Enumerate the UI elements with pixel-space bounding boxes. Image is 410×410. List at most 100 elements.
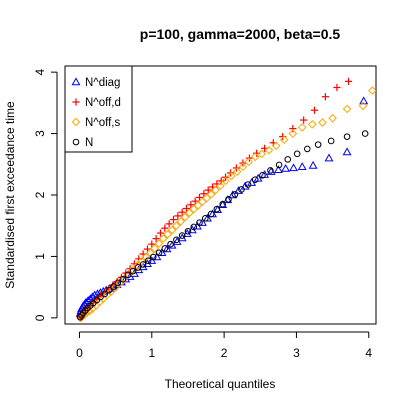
data-point — [321, 93, 329, 101]
data-point — [308, 120, 317, 129]
data-point — [218, 200, 228, 209]
data-point — [152, 252, 162, 261]
data-point — [173, 236, 180, 244]
data-point — [124, 271, 132, 279]
data-point — [234, 186, 244, 194]
data-point — [150, 244, 159, 253]
data-point — [279, 135, 289, 145]
data-point — [156, 229, 165, 237]
data-point — [162, 244, 172, 253]
data-point — [178, 232, 186, 239]
y-tick-label: 4 — [33, 68, 47, 75]
data-point — [85, 294, 95, 303]
data-point — [203, 213, 212, 222]
data-point — [288, 129, 298, 138]
data-point — [342, 147, 352, 156]
data-point — [244, 157, 254, 167]
data-point — [191, 197, 199, 205]
data-point — [144, 257, 152, 265]
data-point — [159, 234, 168, 243]
legend-marker-diamond — [71, 117, 81, 127]
data-point — [271, 141, 281, 151]
data-point — [213, 205, 221, 213]
data-point — [251, 176, 259, 183]
data-point — [152, 235, 160, 243]
legend-label: N^diag — [85, 77, 120, 89]
data-point — [227, 171, 236, 181]
data-point — [163, 230, 173, 239]
data-point — [238, 162, 248, 172]
y-tick-label: 2 — [33, 191, 47, 198]
data-point — [202, 193, 212, 203]
data-point — [141, 252, 151, 262]
data-point — [358, 101, 368, 111]
data-point — [273, 165, 283, 174]
legend-box — [64, 65, 133, 153]
y-tick-label: 1 — [33, 253, 47, 260]
data-point — [174, 212, 182, 220]
data-point — [155, 249, 163, 257]
data-point — [167, 225, 177, 235]
data-point — [101, 290, 109, 298]
data-point — [207, 210, 215, 218]
data-point — [206, 190, 216, 199]
data-point — [240, 181, 250, 190]
legend-label: N — [85, 137, 93, 149]
data-point — [161, 245, 169, 252]
data-point — [137, 257, 146, 266]
data-point — [344, 77, 353, 85]
data-point — [293, 150, 301, 158]
data-point — [310, 106, 319, 114]
data-point — [187, 201, 195, 209]
data-point — [182, 204, 191, 213]
data-point — [190, 223, 198, 231]
series-circle — [76, 130, 369, 321]
data-point — [219, 200, 226, 208]
data-point — [202, 215, 209, 222]
data-point — [221, 176, 230, 186]
data-point — [197, 218, 207, 226]
chart-title: p=100, gamma=2000, beta=0.5 — [140, 26, 341, 42]
y-axis: 0 1 2 3 4 — [33, 68, 58, 321]
data-point — [148, 240, 156, 248]
data-point — [139, 261, 147, 268]
data-point — [102, 290, 112, 300]
data-point — [328, 113, 337, 123]
data-point — [275, 161, 283, 169]
data-point — [180, 212, 190, 222]
series-diamond — [76, 86, 376, 323]
data-point — [176, 217, 186, 226]
data-point — [185, 208, 194, 218]
data-point — [154, 239, 164, 248]
data-point — [342, 104, 352, 114]
data-point — [80, 310, 89, 320]
data-point — [245, 154, 254, 162]
data-point — [97, 293, 104, 301]
data-point — [184, 227, 192, 235]
data-point — [198, 197, 207, 207]
data-point — [324, 153, 334, 162]
data-point — [169, 215, 178, 224]
data-point — [300, 116, 308, 124]
data-point — [204, 186, 212, 194]
data-point — [195, 193, 204, 202]
x-tick-label: 2 — [221, 346, 228, 360]
data-point — [327, 137, 335, 145]
y-tick-label: 3 — [33, 130, 47, 137]
data-point — [211, 185, 220, 195]
data-point — [257, 149, 267, 159]
data-point — [189, 204, 199, 214]
x-axis-label: Theoretical quantiles — [165, 377, 276, 391]
data-point — [106, 287, 116, 296]
data-point — [167, 240, 177, 249]
data-point — [157, 248, 167, 256]
data-point — [85, 306, 94, 316]
legend: N^diag N^off,d N^off,s N — [64, 65, 133, 153]
data-point — [284, 156, 292, 163]
legend-marker-circle — [72, 138, 80, 146]
data-point — [105, 286, 113, 294]
legend-label: N^off,d — [85, 97, 121, 109]
data-point — [333, 83, 341, 92]
data-points — [75, 77, 376, 323]
